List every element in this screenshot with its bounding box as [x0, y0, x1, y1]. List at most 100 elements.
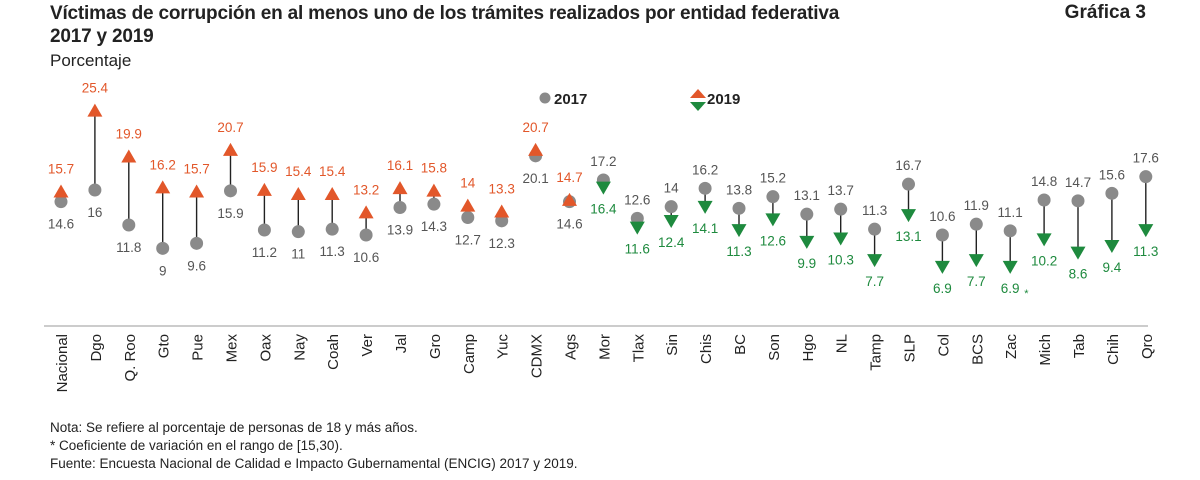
- label-2019: 20.7: [522, 120, 548, 135]
- x-tick-label: Nacional: [54, 334, 71, 392]
- x-tick-label: Zac: [1003, 334, 1020, 360]
- label-2017: 11.9: [964, 198, 989, 213]
- marker-2019: [426, 183, 442, 197]
- label-2017: 14.6: [556, 217, 582, 232]
- cv-asterisk: *: [1024, 288, 1029, 300]
- label-2019: 7.7: [865, 274, 884, 289]
- x-tick-label: BCS: [969, 334, 986, 365]
- marker-2019: [1070, 246, 1086, 260]
- x-tick-label: Chih: [1105, 334, 1122, 365]
- x-tick-label: Oax: [257, 334, 274, 362]
- label-2017: 14.7: [1065, 175, 1091, 190]
- marker-2019: [155, 180, 171, 194]
- x-tick-label: Tamp: [868, 334, 885, 371]
- label-2017: 16: [87, 205, 102, 220]
- marker-2019: [833, 232, 849, 246]
- label-2017: 12.7: [455, 233, 481, 248]
- x-tick-label: CDMX: [529, 334, 546, 378]
- x-tick-label: SLP: [902, 334, 919, 362]
- point-2017: [834, 202, 848, 216]
- marker-2019: [663, 215, 679, 228]
- x-tick-label: Mich: [1037, 334, 1054, 366]
- note-line: Nota: Se refiere al porcentaje de person…: [50, 420, 418, 435]
- label-2017: 12.6: [624, 192, 650, 207]
- label-2019: 16.4: [590, 202, 617, 217]
- marker-2019: [1104, 240, 1120, 253]
- x-tick-label: Dgo: [88, 334, 105, 362]
- marker-2019: [562, 192, 577, 206]
- point-2017: [1105, 186, 1119, 200]
- marker-2019: [53, 184, 69, 198]
- label-2019: 14.7: [556, 170, 582, 185]
- marker-2019: [968, 254, 984, 268]
- chart-title-line2: 2017 y 2019: [50, 26, 154, 47]
- x-tick-label: Tab: [1071, 334, 1088, 358]
- point-2017: [257, 223, 271, 237]
- x-tick-label: Pue: [190, 334, 207, 361]
- source-note: Fuente: Encuesta Nacional de Calidad e I…: [50, 456, 578, 471]
- label-2017: 17.2: [590, 154, 616, 169]
- marker-2019: [1002, 260, 1018, 274]
- point-2017: [325, 222, 339, 236]
- label-2019: 16.2: [150, 157, 176, 172]
- point-2017: [800, 207, 814, 221]
- label-2017: 15.6: [1099, 167, 1125, 182]
- legend-2017-label: 2017: [554, 91, 587, 108]
- marker-2019: [121, 149, 137, 163]
- label-2017: 16.7: [895, 158, 921, 173]
- x-tick-label: Ver: [359, 334, 376, 357]
- point-2017: [393, 201, 407, 214]
- marker-2019: [392, 181, 408, 195]
- marker-2019: [324, 187, 340, 200]
- x-tick-label: Col: [935, 334, 952, 357]
- marker-2019: [358, 205, 374, 219]
- label-2019: 25.4: [82, 81, 109, 96]
- label-2017: 13.7: [828, 183, 854, 198]
- point-2017: [698, 181, 712, 195]
- label-2019: 15.4: [319, 164, 346, 179]
- marker-2019: [528, 142, 544, 156]
- x-tick-label: Coah: [325, 334, 342, 370]
- label-2019: 6.9: [1001, 281, 1020, 296]
- point-2017: [630, 211, 644, 225]
- x-tick-label: Son: [766, 334, 783, 361]
- label-2017: 20.1: [522, 171, 548, 186]
- label-2017: 10.6: [929, 209, 955, 224]
- label-2019: 10.2: [1031, 253, 1057, 268]
- point-2017: [190, 236, 204, 250]
- marker-2019: [731, 224, 747, 238]
- legend-2019-up-marker: [690, 89, 706, 98]
- chart-title-line1: Víctimas de corrupción en al menos uno d…: [50, 3, 840, 24]
- label-2017: 10.6: [353, 250, 379, 265]
- marker-2019: [765, 213, 781, 227]
- label-2019: 7.7: [967, 274, 986, 289]
- x-tick-label: Qro: [1139, 334, 1156, 359]
- marker-2019: [934, 260, 950, 274]
- label-2017: 13.1: [794, 188, 820, 203]
- marker-2019: [901, 209, 916, 223]
- label-2019: 14: [460, 176, 476, 191]
- legend-2019-down-marker: [690, 102, 706, 111]
- marker-2019: [799, 235, 815, 249]
- label-2017: 14.8: [1031, 174, 1057, 189]
- point-2017: [122, 218, 136, 232]
- marker-2019: [256, 182, 272, 196]
- point-2017: [359, 228, 373, 242]
- label-2017: 11.1: [998, 205, 1023, 220]
- x-tick-label: Hgo: [800, 334, 817, 362]
- label-2017: 14.3: [421, 219, 447, 234]
- label-2017: 15.2: [760, 171, 786, 186]
- chart-title: Víctimas de corrupción en al menos uno d…: [50, 2, 1010, 48]
- marker-2019: [460, 198, 476, 212]
- marker-2019: [223, 142, 238, 156]
- label-2017: 13.9: [387, 223, 413, 238]
- marker-2019: [697, 200, 713, 214]
- point-2017: [461, 211, 475, 224]
- point-2017: [732, 201, 746, 215]
- notes: Nota: Se refiere al porcentaje de person…: [50, 419, 578, 473]
- label-2019: 13.2: [353, 182, 379, 197]
- label-2017: 9: [159, 263, 167, 278]
- label-2019: 15.4: [285, 164, 312, 179]
- marker-2019: [494, 204, 510, 218]
- x-tick-label: Mor: [596, 334, 613, 360]
